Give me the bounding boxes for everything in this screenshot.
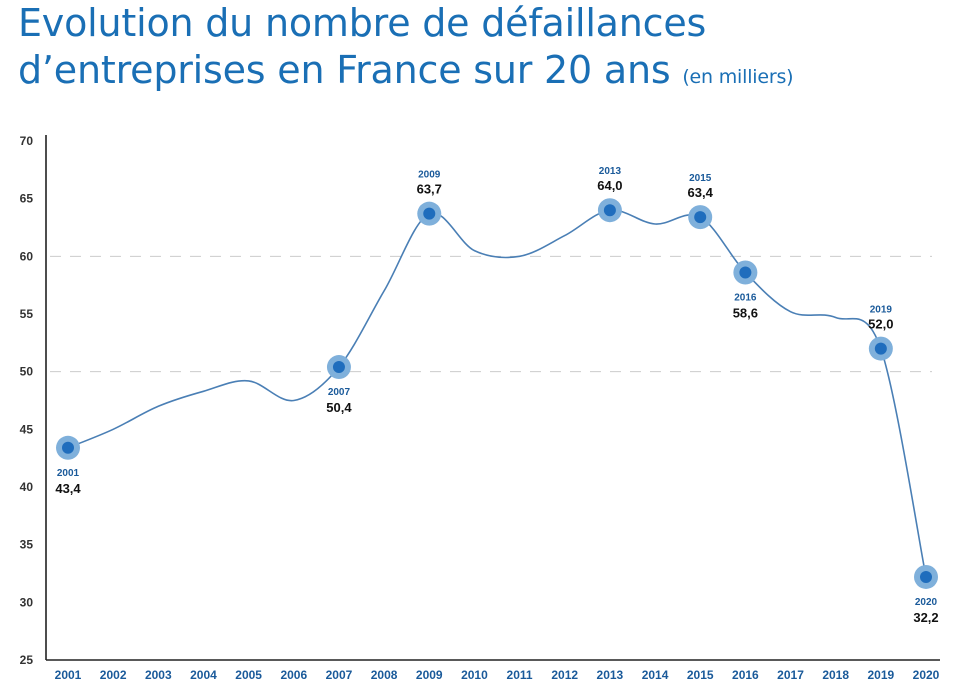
x-tick-label-2014: 2014 (642, 668, 669, 682)
y-tick-label-30: 30 (20, 595, 34, 609)
x-tick-label-2010: 2010 (461, 668, 488, 682)
data-point-2015 (694, 211, 707, 224)
point-value-label-2016: 58,6 (733, 305, 758, 320)
chart-title: Evolution du nombre de défaillances d’en… (18, 0, 794, 101)
series-line (67, 209, 927, 578)
data-point-2019 (874, 342, 887, 355)
x-tick-label-2012: 2012 (551, 668, 578, 682)
point-value-label-2019: 52,0 (868, 317, 893, 332)
x-tick-label-2016: 2016 (732, 668, 759, 682)
y-tick-label-40: 40 (20, 480, 34, 494)
title-line-2: d’entreprises en France sur 20 ans (18, 48, 671, 92)
data-point-2001 (62, 441, 74, 454)
data-point-2013 (603, 204, 616, 217)
point-year-label-2020: 2020 (915, 597, 938, 608)
point-year-label-2016: 2016 (734, 292, 757, 303)
y-tick-label-60: 60 (20, 249, 34, 263)
data-point-2009 (423, 207, 436, 220)
x-tick-label-2004: 2004 (190, 668, 217, 682)
title-unit: (en milliers) (682, 66, 794, 88)
x-tick-label-2018: 2018 (822, 668, 849, 682)
title-line-1: Evolution du nombre de défaillances (18, 1, 707, 45)
y-tick-label-45: 45 (20, 422, 34, 436)
data-point-2016 (739, 266, 752, 279)
x-tick-label-2002: 2002 (100, 668, 127, 682)
x-tick-label-2006: 2006 (280, 668, 307, 682)
x-tick-label-2008: 2008 (371, 668, 398, 682)
y-tick-label-35: 35 (20, 538, 34, 552)
y-tick-label-55: 55 (20, 307, 34, 321)
x-tick-label-2019: 2019 (867, 668, 894, 682)
point-year-label-2009: 2009 (418, 170, 441, 181)
point-year-label-2007: 2007 (328, 387, 351, 398)
data-point-2020 (920, 570, 932, 583)
x-tick-label-2009: 2009 (416, 668, 443, 682)
point-year-label-2001: 2001 (57, 468, 80, 479)
x-tick-label-2001: 2001 (55, 668, 82, 682)
x-tick-label-2011: 2011 (507, 668, 533, 682)
point-value-label-2020: 32,2 (913, 610, 938, 625)
y-tick-label-70: 70 (20, 134, 34, 148)
point-value-label-2007: 50,4 (326, 400, 352, 415)
point-value-label-2001: 43,4 (55, 481, 81, 496)
x-tick-label-2020: 2020 (913, 668, 940, 682)
point-value-label-2015: 63,4 (688, 185, 714, 200)
point-year-label-2013: 2013 (599, 166, 622, 177)
x-tick-label-2013: 2013 (597, 668, 624, 682)
x-tick-label-2007: 2007 (326, 668, 353, 682)
y-tick-label-25: 25 (20, 653, 34, 667)
x-tick-label-2017: 2017 (777, 668, 804, 682)
x-tick-label-2003: 2003 (145, 668, 172, 682)
point-year-label-2019: 2019 (870, 305, 893, 316)
x-tick-label-2015: 2015 (687, 668, 714, 682)
point-value-label-2009: 63,7 (417, 182, 442, 197)
point-year-label-2015: 2015 (689, 173, 712, 184)
data-point-2007 (332, 361, 345, 374)
y-tick-label-65: 65 (20, 192, 34, 206)
point-value-label-2013: 64,0 (597, 178, 622, 193)
x-tick-label-2005: 2005 (235, 668, 262, 682)
y-tick-label-50: 50 (20, 365, 34, 379)
